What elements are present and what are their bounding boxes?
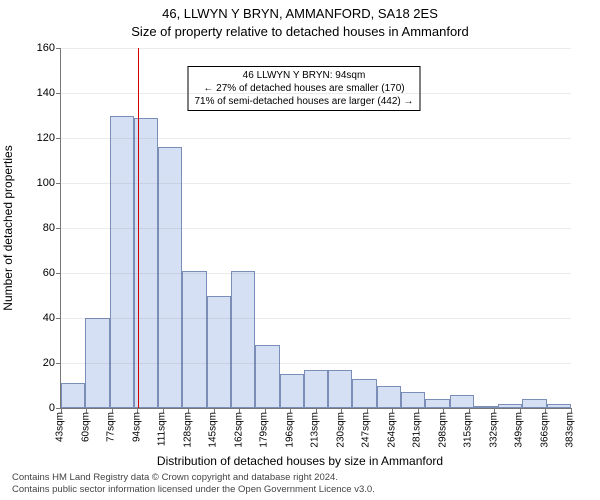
histogram-bar (182, 271, 206, 408)
histogram-bar (61, 383, 85, 408)
x-tick-label: 383sqm (565, 412, 576, 448)
x-tick-label: 247sqm (361, 412, 372, 448)
x-tick-label: 366sqm (539, 412, 550, 448)
y-gridline (61, 48, 571, 49)
x-tick-label: 128sqm (182, 412, 193, 448)
histogram-bar (401, 392, 425, 408)
y-tick-label: 80 (25, 222, 61, 234)
x-tick-label: 162sqm (233, 412, 244, 448)
y-gridline (61, 273, 571, 274)
y-gridline (61, 93, 571, 94)
histogram-bar (158, 147, 182, 408)
histogram-bar (425, 399, 449, 408)
annotation-line3: 71% of semi-detached houses are larger (… (194, 95, 413, 108)
y-axis-label: Number of detached properties (1, 145, 15, 310)
x-tick-label: 264sqm (386, 412, 397, 448)
y-gridline (61, 228, 571, 229)
x-tick-label: 111sqm (157, 412, 168, 446)
annotation-box: 46 LLWYN Y BRYN: 94sqm ← 27% of detached… (187, 66, 420, 111)
y-gridline (61, 138, 571, 139)
x-tick-label: 230sqm (335, 412, 346, 448)
x-axis-caption: Distribution of detached houses by size … (0, 454, 600, 468)
y-gridline (61, 318, 571, 319)
plot-area: 46 LLWYN Y BRYN: 94sqm ← 27% of detached… (60, 48, 571, 409)
histogram-bar (547, 404, 571, 409)
x-tick-label: 332sqm (488, 412, 499, 448)
histogram-bar (304, 370, 328, 408)
x-tick-label: 77sqm (106, 412, 117, 442)
annotation-line1: 46 LLWYN Y BRYN: 94sqm (194, 69, 413, 82)
footer-attrib: Contains HM Land Registry data © Crown c… (12, 472, 375, 496)
chart-title-address: 46, LLWYN Y BRYN, AMMANFORD, SA18 2ES (0, 6, 600, 21)
histogram-bar (352, 379, 376, 408)
y-tick-label: 40 (25, 312, 61, 324)
x-tick-label: 213sqm (310, 412, 321, 448)
y-tick-label: 120 (25, 132, 61, 144)
x-tick-label: 315sqm (463, 412, 474, 448)
y-tick-label: 100 (25, 177, 61, 189)
y-tick-label: 160 (25, 42, 61, 54)
y-tick-label: 20 (25, 357, 61, 369)
y-gridline (61, 183, 571, 184)
histogram-bar (231, 271, 255, 408)
x-tick-label: 60sqm (80, 412, 91, 442)
histogram-bar (280, 374, 304, 408)
footer-line1: Contains HM Land Registry data © Crown c… (12, 472, 375, 484)
x-tick-label: 196sqm (284, 412, 295, 448)
x-tick-label: 94sqm (131, 412, 142, 442)
histogram-bar (522, 399, 546, 408)
histogram-bar (450, 395, 474, 409)
x-tick-label: 281sqm (412, 412, 423, 448)
chart-frame: 46, LLWYN Y BRYN, AMMANFORD, SA18 2ES Si… (0, 0, 600, 500)
footer-line2: Contains public sector information licen… (12, 484, 375, 496)
histogram-bar (255, 345, 279, 408)
x-tick-label: 298sqm (437, 412, 448, 448)
histogram-bar (328, 370, 352, 408)
y-tick-label: 140 (25, 87, 61, 99)
x-tick-label: 145sqm (208, 412, 219, 448)
histogram-bar (207, 296, 231, 409)
histogram-bar (110, 116, 134, 409)
y-tick-label: 60 (25, 267, 61, 279)
histogram-bar (377, 386, 401, 409)
x-tick-label: 43sqm (55, 412, 66, 442)
x-tick-label: 179sqm (259, 412, 270, 448)
x-tick-label: 349sqm (514, 412, 525, 448)
chart-title-desc: Size of property relative to detached ho… (0, 24, 600, 39)
y-gridline (61, 363, 571, 364)
